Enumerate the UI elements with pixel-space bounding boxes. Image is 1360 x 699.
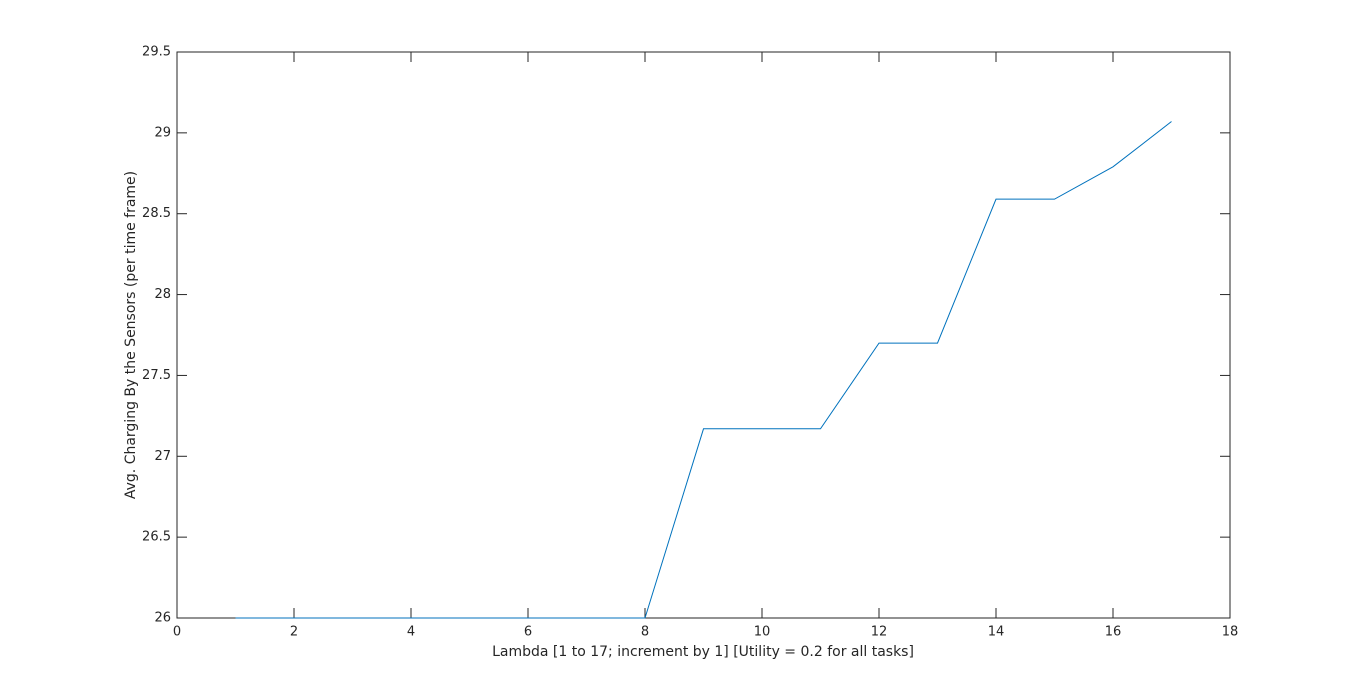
y-tick-label: 26 (154, 611, 171, 626)
x-tick-label: 8 (641, 625, 649, 640)
y-tick-label: 29 (154, 125, 171, 140)
data-line (235, 121, 1172, 619)
y-tick-label: 26.5 (142, 530, 171, 545)
x-tick-label: 12 (871, 625, 888, 640)
y-tick-label: 29.5 (142, 45, 171, 60)
x-tick-label: 10 (754, 625, 771, 640)
x-tick-label: 14 (988, 625, 1005, 640)
y-tick-label: 27.5 (142, 368, 171, 383)
x-axis-label: Lambda [1 to 17; increment by 1] [Utilit… (492, 644, 914, 660)
x-tick-label: 2 (290, 625, 298, 640)
x-tick-label: 4 (407, 625, 415, 640)
x-tick-label: 6 (524, 625, 532, 640)
x-tick-label: 18 (1222, 625, 1239, 640)
y-axis-label: Avg. Charging By the Sensors (per time f… (123, 171, 139, 499)
y-tick-label: 27 (154, 449, 171, 464)
y-tick-label: 28 (154, 287, 171, 302)
x-tick-label: 0 (173, 625, 181, 640)
y-tick-label: 28.5 (142, 206, 171, 221)
x-tick-label: 16 (1105, 625, 1122, 640)
plot-box (176, 51, 1231, 619)
